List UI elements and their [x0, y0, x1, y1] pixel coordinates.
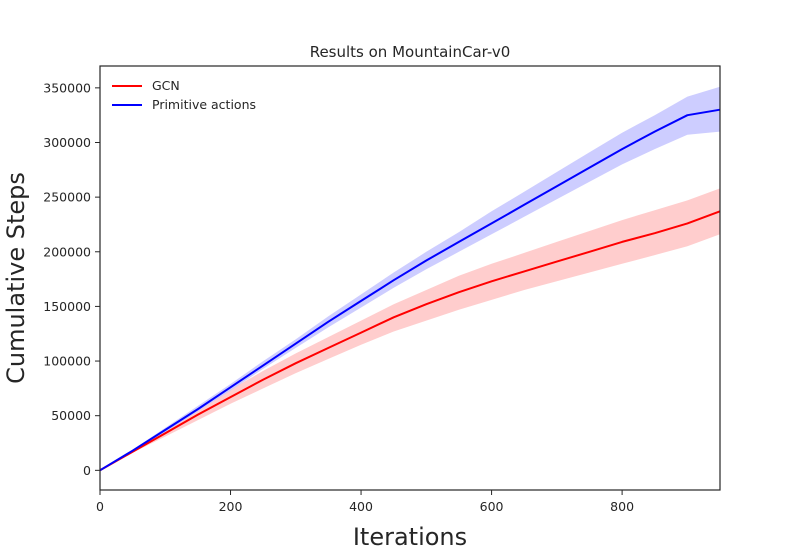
y-tick-label: 350000 [43, 80, 91, 95]
x-tick-label: 600 [480, 499, 504, 514]
line-gcn [99, 210, 721, 472]
y-axis-ticks: 0 50000 100000 150000 200000 250000 300000 3500… [43, 80, 100, 478]
y-tick-label: 300000 [43, 135, 91, 150]
x-tick-label: 400 [349, 499, 373, 514]
legend: GCN Primitive actions [112, 78, 256, 112]
chart-title: Results on MountainCar-v0 [310, 43, 511, 61]
x-tick-label: 800 [610, 499, 634, 514]
y-tick-label: 200000 [43, 244, 91, 259]
x-axis-label: Iterations [353, 523, 467, 550]
y-tick-label: 50000 [51, 408, 91, 423]
series-lines [99, 108, 721, 472]
y-tick-label: 0 [83, 463, 91, 478]
plot-frame [99, 65, 721, 491]
legend-label-primitive-actions: Primitive actions [152, 97, 256, 112]
y-tick-label: 100000 [43, 354, 91, 369]
y-tick-label: 150000 [43, 299, 91, 314]
x-tick-label: 200 [219, 499, 243, 514]
legend-label-gcn: GCN [152, 78, 180, 93]
x-axis-ticks: 0 200 400 600 800 [96, 490, 634, 514]
band-gcn [100, 188, 720, 471]
x-tick-label: 0 [96, 499, 104, 514]
y-tick-label: 250000 [43, 190, 91, 205]
y-axis-label: Cumulative Steps [2, 172, 30, 384]
line-primitive-actions [99, 108, 721, 472]
